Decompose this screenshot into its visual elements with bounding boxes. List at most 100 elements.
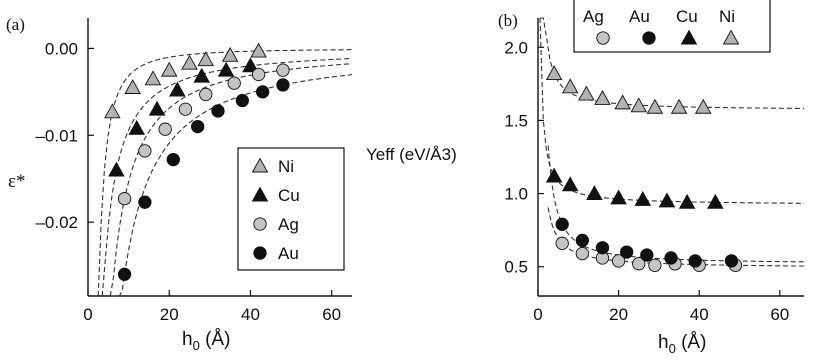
panel-a-point-au [276,78,290,92]
panel-b-legend: Ag Au Cu Ni [573,0,771,53]
panel-a-x-tick-label: 20 [160,305,179,324]
panel-b-x-tick-label: 0 [533,305,542,324]
panel-b-point-cu [678,193,696,209]
panel-a-point-ni [197,51,215,67]
panel-a-x-tick-label: 0 [83,305,92,324]
panel-a-point-ag [276,63,290,77]
panel-b-x-axis-label-unit: (Å) [676,332,707,353]
panel-b-legend-symbol-au [642,31,656,45]
panel-a-point-ni [104,103,121,119]
panel-a-legend-symbol-ni [251,157,269,173]
panel-a-legend: Ni Cu Ag Au [237,147,345,271]
panel-b-point-cu [561,176,579,192]
panel-a-x-axis-label-unit: (Å) [200,329,231,350]
panel-a: (a) ε* h0 (Å) 0 20 40 600.00–0.01–0.02 Ni C… [6,15,353,353]
panel-a-fit-curve-au [110,74,353,297]
panel-a-point-ag [227,76,241,90]
panel-a-point-cu [108,161,125,177]
panel-a-x-tick-label: 40 [241,305,260,324]
panel-b-y-tick-label: 0.5 [504,258,528,277]
panel-b-point-au [640,248,654,262]
panel-b-fit-curve-au [547,145,804,263]
panel-a-point-au [235,93,249,108]
panel-b-point-au [688,254,702,268]
panel-b-point-au [620,245,634,259]
panel-a-point-au [255,85,270,99]
panel-b-point-cu [586,185,603,201]
panel-a-legend-symbol-ag [253,217,267,231]
panel-b-data-points [545,65,743,272]
panel-a-point-cu [193,67,210,83]
panel-b-point-au [595,241,610,255]
panel-b-x-tick-label: 60 [770,305,789,324]
panel-b-point-ni [646,98,664,114]
panel-b-point-cu [610,189,627,205]
panel-a-point-ag [178,102,193,116]
panel-a-x-axis-label-sub: 0 [193,338,200,353]
panel-a-point-cu [128,119,146,135]
panel-a-point-cu [148,100,166,116]
panel-a-point-ag [138,144,152,158]
panel-b-point-ni [594,90,611,105]
panel-a-point-ni [221,46,239,62]
panel-b-legend-symbol-cu [680,29,698,45]
panel-a-point-cu [169,81,186,97]
panel-b-point-cu [658,192,676,208]
panel-b-legend-label-cu: Cu [676,7,698,26]
panel-b-legend-symbol-ni [722,29,740,45]
panel-a-point-ag [117,192,132,206]
panel-a-point-ni [181,54,198,70]
panel-b-y-tick-label: 1.0 [504,185,528,204]
panel-a-y-tick-label: –0.02 [35,213,78,232]
panel-a-point-cu [217,61,235,77]
panel-b-point-ni [670,98,688,114]
panel-a-fit-curve-ni [97,49,352,297]
panel-a-legend-symbols [251,157,269,260]
panel-a-point-ni [124,79,141,94]
panel-b-point-ni [561,78,579,94]
panel-b-point-au [555,217,569,231]
panel-a-axes: 0 20 40 60 0.00 –0.01 –0.02 [35,18,352,324]
panel-a-legend-label-ag: Ag [278,215,299,234]
panel-b-legend-label-ni: Ni [719,7,735,26]
panel-b-legend-label-ag: Ag [583,7,604,26]
panel-a-point-au [166,152,180,167]
panel-a-point-ag [158,122,172,136]
panel-b-point-ag [575,246,589,261]
panel-a-legend-label-ni: Ni [278,157,294,176]
panel-a-point-au [138,195,152,209]
panel-b-point-cu [545,167,563,183]
panel-b-y-tick-label: 1.5 [504,111,528,130]
panel-b-x-axis-label: h0 (Å) [658,332,706,356]
panel-a-point-ni [144,70,162,86]
panel-a-legend-label-cu: Cu [278,186,300,205]
panel-b-label: (b) [498,11,518,30]
panel-a-y-tick-label: 0.00 [45,39,78,58]
panel-a-y-axis-label: ε* [8,171,25,192]
panel-a-point-ag [251,67,266,82]
panel-b-point-ag [611,254,626,268]
panel-a-data-points [104,42,290,281]
panel-b-point-ni [694,98,712,114]
panel-a-x-tick-label: 60 [322,305,341,324]
panel-b-point-ni [614,94,631,110]
panel-a-point-au [117,267,132,281]
panel-a-point-cu [242,57,259,73]
panel-b-point-au [664,251,678,265]
panel-b-legend-label-au: Au [629,7,650,26]
panel-a-point-ni [160,61,178,77]
panel-b-x-tick-label: 20 [609,305,628,324]
panel-b-y-tick-label: 2.0 [504,38,528,57]
panel-b-point-au [724,254,739,268]
panel-b-point-ni [630,97,648,113]
panel-a-legend-symbol-cu [251,186,269,202]
panel-a-label: (a) [6,15,25,34]
panel-b-point-ag [555,236,569,250]
panel-b-point-cu [707,193,724,209]
panel-b-point-ni [545,65,563,81]
panel-b-legend-symbols [596,29,740,45]
panel-b-point-cu [634,191,652,206]
panel-b-x-axis-label-sub: 0 [669,341,676,356]
panel-b-fit-curve-cu [539,17,804,204]
